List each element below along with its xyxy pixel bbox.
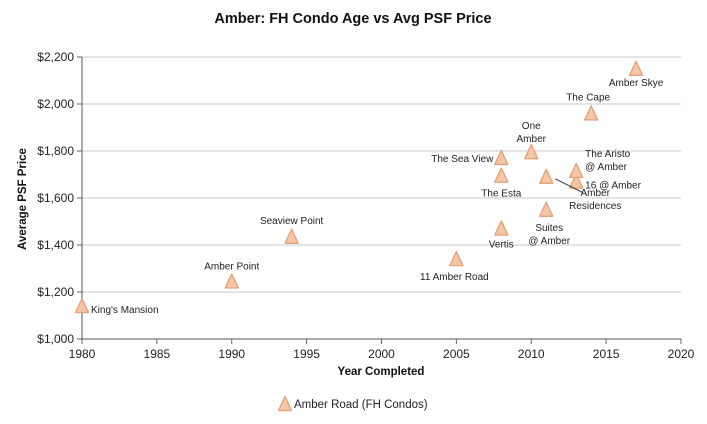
legend-marker (277, 395, 293, 412)
data-point-label: 11 Amber Road (420, 272, 489, 283)
data-point-marker (583, 105, 599, 121)
gridlines (82, 56, 681, 293)
data-point-marker (74, 297, 90, 314)
data-point-marker (494, 220, 509, 236)
data-point-marker (539, 168, 554, 185)
data-point-label: The Aristo @ Amber (585, 149, 630, 173)
data-labels: King's Mansion Amber Point Seaview Point 11… (91, 78, 664, 316)
data-point-marker (494, 167, 509, 183)
data-point-marker (494, 149, 509, 166)
data-point-marker (524, 143, 539, 160)
x-tick-label: 2010 (518, 347, 545, 361)
data-point-marker (284, 228, 299, 244)
y-tick-label: $1,400 (37, 238, 74, 252)
data-point-marker (568, 173, 584, 189)
x-tick-label: 2005 (443, 347, 470, 361)
legend-label: Amber Road (FH Condos) (294, 399, 428, 411)
data-point-label: One Amber (517, 121, 547, 145)
leader-line (555, 178, 584, 194)
y-tick-label: $2,000 (37, 97, 74, 111)
data-point-label: Amber Point (204, 261, 259, 272)
data-point-label: Seaview Point (260, 216, 324, 227)
x-axis-title: Year Completed (338, 366, 425, 378)
tick-labels: $1,000 $1,200 $1,400 $1,600 $1,800 $2,000 $2,2… (37, 50, 694, 361)
axes (77, 56, 682, 344)
data-point-marker (539, 201, 554, 217)
y-axis-title: Average PSF Price (17, 148, 29, 250)
y-tick-label: $1,600 (37, 191, 74, 205)
data-point-label: Suites @ Amber (528, 223, 571, 247)
data-point-marker (224, 273, 239, 289)
data-point-label: The Cape (566, 92, 610, 103)
data-point-marker (568, 162, 584, 179)
legend: Amber Road (FH Condos) (277, 395, 428, 412)
x-tick-label: 1985 (144, 347, 171, 361)
x-tick-label: 2020 (668, 347, 695, 361)
data-points (74, 60, 644, 314)
data-point-marker (628, 60, 644, 76)
y-tick-label: $1,800 (37, 144, 74, 158)
data-point-label: 16 @ Amber (585, 181, 641, 192)
data-point-label: Amber Residences (569, 188, 621, 212)
x-tick-label: 2000 (368, 347, 395, 361)
data-point-label: The Sea View (431, 154, 494, 165)
data-point-label: King's Mansion (91, 305, 159, 316)
y-tick-label: $1,000 (37, 332, 74, 346)
data-point-label: The Esta (481, 189, 521, 200)
x-tick-label: 1980 (69, 347, 96, 361)
chart-title: Amber: FH Condo Age vs Avg PSF Price (214, 11, 491, 27)
y-tick-label: $1,200 (37, 285, 74, 299)
x-tick-label: 1990 (218, 347, 245, 361)
data-point-label: Vertis (489, 240, 514, 251)
x-tick-label: 1995 (293, 347, 320, 361)
data-point-label: Amber Skye (609, 78, 664, 89)
y-tick-label: $2,200 (37, 50, 74, 64)
data-point-marker (449, 250, 464, 267)
x-tick-label: 2015 (593, 347, 620, 361)
